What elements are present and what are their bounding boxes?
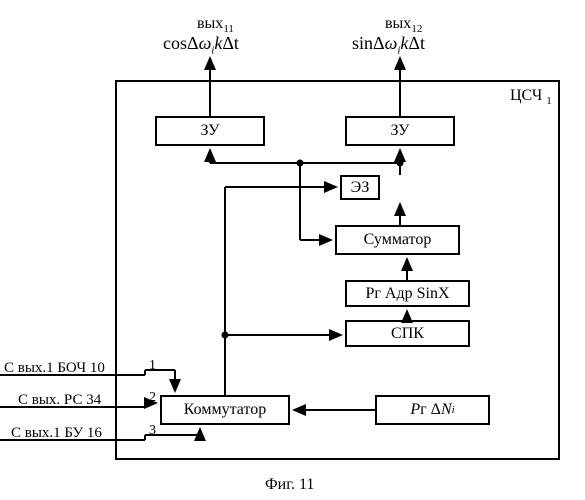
connections-svg bbox=[0, 0, 585, 500]
